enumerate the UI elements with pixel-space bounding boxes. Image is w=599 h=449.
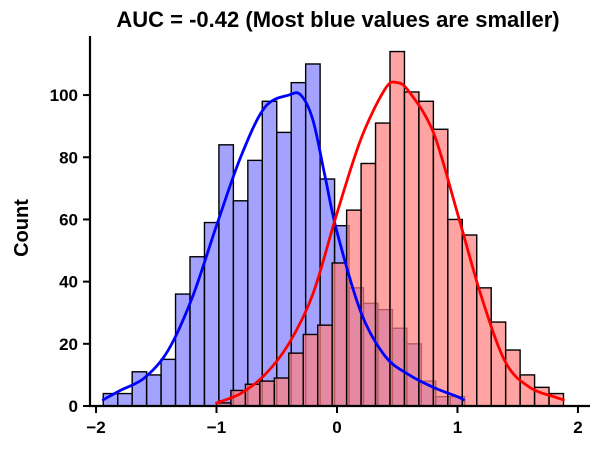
y-tick-label: 100	[50, 86, 78, 105]
chart-title: AUC = -0.42 (Most blue values are smalle…	[116, 7, 559, 32]
x-tick-label: 1	[453, 418, 462, 437]
y-axis-label: Count	[11, 199, 33, 257]
red-bar	[288, 352, 304, 407]
blue-bar	[189, 256, 206, 407]
y-tick-label: 20	[59, 335, 78, 354]
y-tick-label: 80	[59, 148, 78, 167]
blue-bar	[203, 221, 220, 407]
blue-bar	[261, 100, 278, 407]
blue-bar	[247, 159, 263, 407]
y-tick-label: 40	[59, 273, 78, 292]
x-tick-label: 0	[332, 418, 341, 437]
y-tick-label: 60	[59, 210, 78, 229]
blue-bar	[160, 358, 177, 407]
blue-bar	[117, 392, 133, 407]
x-tick-label: −1	[207, 418, 226, 437]
x-tick-label: −2	[86, 418, 105, 437]
x-tick-label: 2	[573, 418, 582, 437]
blue-bar	[232, 200, 249, 407]
axes-layer: 0 20 40 60 80 100 −2 −1 0 1 2	[50, 36, 590, 437]
red-bar	[403, 91, 420, 407]
red-bar	[447, 218, 463, 407]
red-bar	[331, 262, 348, 407]
blue-bar	[145, 374, 162, 407]
red-bar	[418, 100, 435, 407]
blue-kde-line	[101, 91, 465, 402]
red-bar	[302, 333, 319, 407]
red-bar	[389, 50, 406, 407]
kde-layer	[101, 80, 565, 405]
red-bar	[317, 324, 333, 407]
red-bar	[273, 377, 290, 407]
red-kde-line	[215, 80, 565, 405]
red-bar	[259, 380, 276, 407]
red-bar	[374, 122, 391, 407]
red-bar	[360, 162, 377, 407]
y-tick-label: 0	[69, 397, 78, 416]
